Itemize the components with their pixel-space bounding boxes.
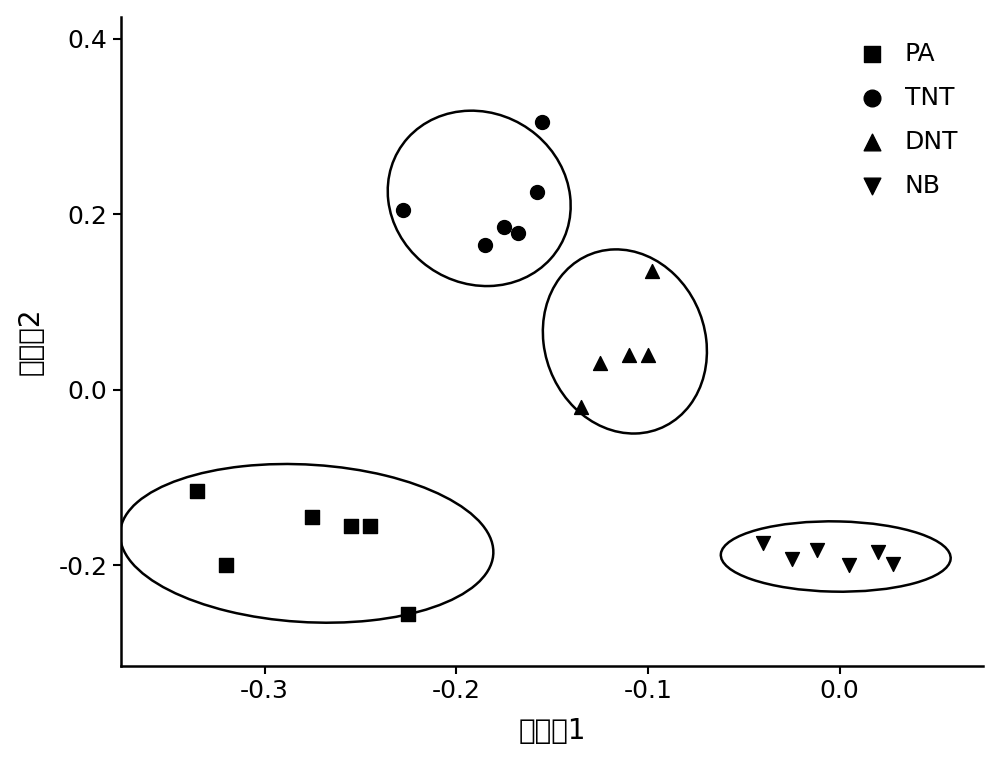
DNT — [621, 348, 637, 360]
Legend: PA, TNT, DNT, NB: PA, TNT, DNT, NB — [847, 29, 971, 210]
PA — [304, 511, 320, 523]
DNT — [592, 357, 608, 370]
NB — [809, 544, 825, 556]
NB — [870, 546, 886, 559]
NB — [784, 553, 800, 565]
TNT — [534, 116, 550, 128]
PA — [189, 485, 205, 497]
DNT — [644, 265, 660, 277]
PA — [362, 520, 378, 532]
DNT — [640, 348, 656, 360]
TNT — [529, 186, 545, 198]
PA — [343, 520, 359, 532]
X-axis label: 主成分1: 主成分1 — [518, 717, 586, 745]
TNT — [477, 239, 493, 251]
PA — [218, 559, 234, 572]
PA — [400, 607, 416, 620]
TNT — [395, 203, 411, 216]
NB — [841, 559, 857, 572]
Y-axis label: 主成分2: 主成分2 — [17, 308, 45, 375]
TNT — [510, 227, 526, 239]
NB — [885, 558, 901, 570]
TNT — [496, 221, 512, 233]
DNT — [573, 402, 589, 414]
NB — [755, 537, 771, 549]
